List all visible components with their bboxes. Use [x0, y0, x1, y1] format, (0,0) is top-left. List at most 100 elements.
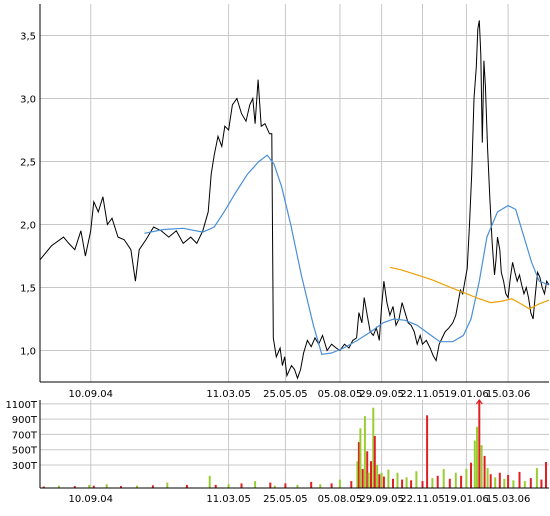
volume-bar: [489, 474, 492, 488]
volume-bars: [42, 399, 547, 488]
volume-bar: [367, 472, 370, 488]
volume-bar: [503, 478, 506, 488]
volume-bar: [507, 475, 510, 488]
volume-bar: [363, 416, 366, 488]
volume-bar: [120, 486, 122, 488]
volume-bar: [88, 484, 91, 488]
volume-bar: [284, 483, 287, 488]
volume-bar: [361, 468, 364, 488]
volume-bar: [350, 481, 353, 488]
price-x-tick-label: 22.11.05: [400, 389, 445, 400]
volume-x-tick-label: 22.11.05: [400, 494, 445, 505]
volume-bar: [387, 469, 390, 488]
volume-bar: [426, 415, 429, 488]
volume-bar: [382, 476, 385, 488]
volume-bar: [431, 478, 434, 488]
volume-bar: [512, 480, 515, 488]
volume-bar: [105, 484, 108, 488]
volume-bar: [498, 472, 501, 488]
volume-bar: [405, 477, 408, 488]
price-y-tick-label: 3,5: [20, 32, 36, 43]
volume-bar: [483, 455, 486, 488]
volume-bar: [185, 484, 188, 488]
volume-bar: [460, 475, 463, 488]
volume-bar: [410, 480, 413, 488]
volume-bar: [480, 445, 483, 488]
volume-overflow-arrow-icon: [475, 399, 483, 405]
volume-bar: [473, 440, 476, 488]
volume-x-tick-label: 11.03.05: [206, 494, 251, 505]
price-axes: 1,0 1,5 2,0 2,5 3,0 3,5 10.09.04 11.03.05 25.05.…: [20, 4, 549, 400]
volume-x-tick-label: 10.09.04: [68, 494, 113, 505]
volume-bar: [478, 400, 481, 488]
volume-bar: [92, 485, 95, 488]
volume-x-tick-label: 15.03.06: [486, 494, 531, 505]
volume-bar: [269, 482, 272, 488]
volume-bar: [166, 482, 169, 488]
price-x-tick-label: 10.09.04: [68, 389, 113, 400]
volume-bar: [376, 465, 379, 488]
volume-x-tick-label: 25.05.05: [263, 494, 308, 505]
volume-bar: [523, 481, 526, 488]
volume-bar: [442, 468, 445, 488]
volume-bar: [470, 462, 472, 488]
price-x-tick-label: 29.09.05: [359, 389, 404, 400]
volume-bar: [380, 472, 383, 488]
volume-bar: [319, 484, 322, 488]
volume-bar: [227, 484, 230, 488]
volume-bar: [476, 426, 478, 488]
volume-bar: [529, 478, 532, 488]
volume-bar: [540, 479, 543, 488]
volume-bar: [273, 485, 276, 488]
volume-bar: [436, 475, 439, 488]
volume-y-tick-label: 700T: [12, 430, 38, 441]
volume-bar: [330, 483, 333, 488]
volume-axes: 300T 500T 700T 900T 1100T 10.09.04 11.03.05 25.…: [5, 400, 549, 505]
volume-bar: [338, 479, 341, 488]
volume-bar: [401, 479, 404, 488]
volume-bar: [518, 471, 521, 488]
volume-bar: [465, 468, 468, 488]
volume-bar: [42, 486, 45, 488]
price-grid: [40, 4, 549, 382]
volume-bar: [392, 478, 394, 488]
volume-bar: [136, 485, 138, 488]
price-x-tick-label: 05.08.05: [318, 389, 363, 400]
volume-bar: [208, 475, 211, 488]
volume-y-tick-label: 500T: [12, 446, 38, 457]
moving-average-short-line: [144, 154, 550, 355]
volume-bar: [296, 484, 299, 488]
volume-bar: [494, 477, 497, 488]
volume-x-tick-label: 05.08.05: [318, 494, 363, 505]
volume-bar: [254, 481, 257, 488]
volume-bar: [415, 471, 418, 488]
price-y-tick-label: 1,5: [20, 284, 36, 295]
volume-bar: [370, 461, 372, 488]
volume-y-tick-label: 900T: [12, 415, 38, 426]
volume-bar: [357, 442, 360, 488]
volume-bar: [359, 428, 362, 488]
price-x-tick-label: 19.01.06: [444, 389, 489, 400]
volume-x-tick-label: 19.01.06: [444, 494, 489, 505]
volume-bar: [356, 461, 359, 488]
volume-x-tick-label: 29.09.05: [359, 494, 404, 505]
price-x-tick-label: 25.05.05: [263, 389, 308, 400]
price-y-tick-label: 2,0: [20, 221, 36, 232]
price-y-tick-label: 3,0: [20, 95, 36, 106]
volume-bar: [310, 481, 313, 488]
price-y-tick-label: 2,5: [20, 158, 36, 169]
volume-bar: [366, 451, 369, 488]
price-x-tick-label: 11.03.05: [206, 389, 251, 400]
volume-bar: [57, 485, 60, 488]
price-x-tick-label: 15.03.06: [486, 389, 531, 400]
volume-y-tick-label: 1100T: [5, 400, 37, 411]
volume-bar: [448, 478, 451, 488]
volume-bar: [421, 481, 424, 488]
volume-y-tick-label: 300T: [12, 461, 38, 472]
volume-bar: [214, 484, 217, 488]
volume-bar: [240, 483, 243, 488]
volume-bar: [151, 485, 154, 488]
moving-average-long-line: [389, 266, 550, 310]
